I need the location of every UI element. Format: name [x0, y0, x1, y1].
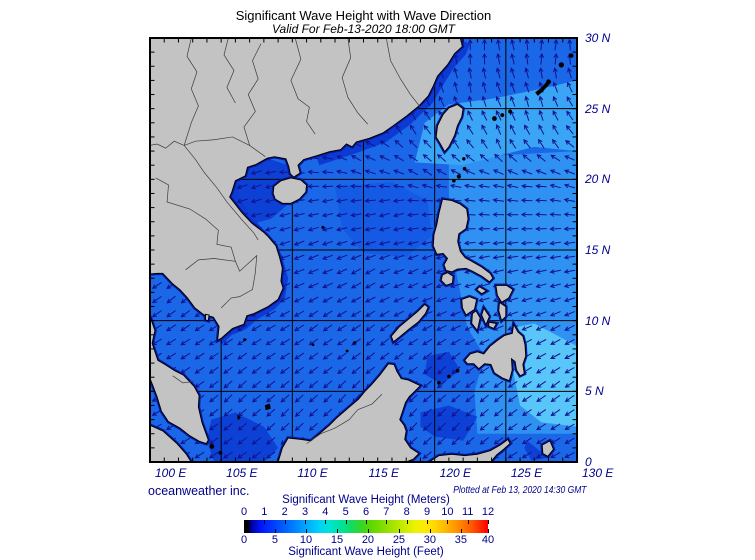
legend-tick-mark	[429, 529, 431, 533]
legend-feet-tick-label: 20	[361, 534, 375, 546]
legend-tick-mark	[427, 520, 428, 524]
legend-meters-tick-label: 12	[481, 506, 495, 518]
legend-tick-mark	[406, 520, 408, 524]
legend-tick-mark	[244, 520, 245, 524]
legend-meters-tick-label: 10	[441, 506, 454, 518]
lat-label: 0	[585, 455, 592, 469]
legend-title-feet: Significant Wave Height (Feet)	[288, 546, 444, 558]
legend-feet-tick-label: 5	[271, 534, 279, 546]
legend-tick-mark	[274, 529, 276, 533]
legend-meters-tick-label: 6	[362, 506, 370, 518]
legend-feet-tick-label: 40	[481, 534, 495, 546]
legend-tick-mark	[460, 529, 462, 533]
legend-meters-tick-label: 2	[281, 506, 288, 518]
legend-tick-mark	[386, 520, 388, 524]
legend-tick-mark	[398, 529, 400, 533]
lon-label: 105 E	[226, 466, 258, 480]
map-frame	[149, 37, 578, 463]
legend-tick-mark	[305, 520, 306, 524]
lon-label: 115 E	[368, 466, 399, 480]
legend-meters-tick-label: 0	[240, 506, 248, 518]
legend-tick-mark	[447, 520, 449, 524]
legend-feet-tick-label: 25	[392, 534, 406, 546]
legend-tick-mark	[336, 529, 338, 533]
legend-feet-tick-label: 15	[330, 534, 344, 546]
legend-feet-tick-label: 35	[454, 534, 468, 546]
map-area	[150, 38, 577, 462]
legend-tick-mark	[488, 520, 489, 524]
lat-label: 20 N	[585, 172, 611, 187]
legend-meters-tick-label: 5	[342, 506, 349, 518]
lon-label: 130 E	[582, 466, 614, 480]
lat-label: 10 N	[585, 313, 611, 328]
legend-meters-tick-label: 7	[383, 506, 390, 518]
legend-meters-tick-label: 9	[423, 506, 431, 518]
lon-label: 110 E	[297, 466, 328, 480]
legend-tick-mark	[264, 520, 266, 524]
legend-meters-tick-label: 8	[403, 506, 410, 518]
plotted-timestamp: Plotted at Feb 13, 2020 14:30 GMT	[453, 485, 587, 496]
valid-time-subtitle: Valid For Feb-13-2020 18:00 GMT	[272, 22, 455, 36]
legend-meters-tick-label: 4	[322, 506, 329, 518]
legend-tick-mark	[366, 520, 367, 524]
legend-tick-mark	[284, 520, 286, 524]
legend-tick-mark	[367, 529, 369, 533]
lon-label: 125 E	[510, 466, 543, 480]
legend-feet-tick-label: 30	[423, 534, 437, 546]
lat-label: 30 N	[585, 31, 611, 45]
legend-meters-tick-label: 11	[461, 506, 474, 518]
legend-feet-tick-label: 10	[299, 534, 313, 546]
lat-label: 25 N	[585, 101, 611, 116]
legend-title-meters: Significant Wave Height (Meters)	[282, 494, 450, 506]
legend-tick-mark	[305, 529, 307, 533]
lon-label: 100 E	[155, 466, 187, 480]
country-borders	[150, 38, 420, 444]
legend-meters-tick-label: 3	[301, 506, 309, 518]
legend-tick-mark	[488, 529, 489, 533]
lat-label: 5 N	[585, 384, 604, 399]
legend-feet-tick-label: 0	[240, 534, 248, 546]
lon-label: 120 E	[439, 466, 472, 480]
legend-tick-mark	[325, 520, 327, 524]
legend-tick-mark	[244, 529, 245, 533]
legend-meters-tick-label: 1	[261, 506, 268, 518]
legend-tick-mark	[345, 520, 347, 524]
page-title: Significant Wave Height with Wave Direct…	[235, 8, 492, 23]
credit-text: oceanweather inc.	[148, 484, 250, 498]
lat-label: 15 N	[585, 243, 611, 257]
legend-tick-mark	[467, 520, 469, 524]
